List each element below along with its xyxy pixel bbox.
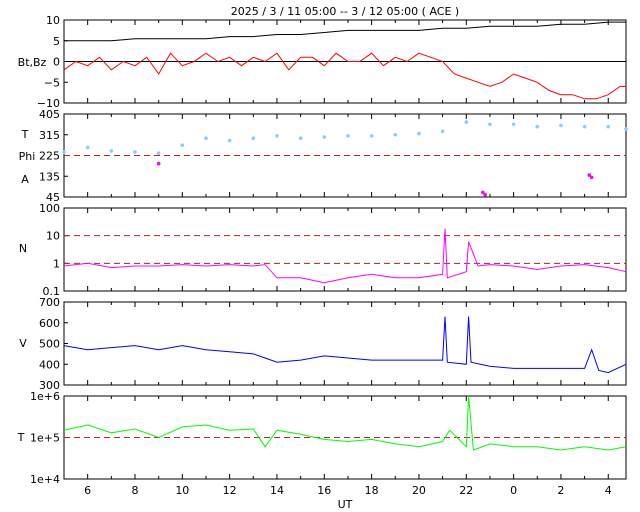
x-tick-label: 18 [365,484,379,497]
x-tick-label: 0 [510,484,517,497]
data-point [133,150,137,154]
y-tick-label: 600 [39,317,60,330]
x-tick-label: 6 [84,484,91,497]
data-point [417,131,421,136]
data-point [109,149,114,153]
data-point [322,135,327,139]
data-point [275,134,279,138]
x-tick-label: 12 [223,484,237,497]
data-point [227,138,232,143]
y-tick-label: 45 [46,191,60,204]
y-tick-label: 10 [46,14,60,27]
chart-title: 2025 / 3 / 11 05:00 -- 3 / 12 05:00 ( AC… [231,5,459,18]
data-point [483,192,488,197]
y-tick-label: 400 [39,358,60,371]
x-tick-label: 22 [459,484,473,497]
data-point [488,122,492,127]
panel-density-frame [63,207,627,292]
data-point [180,143,185,147]
y-tick-label: 135 [39,170,60,183]
series-line [63,228,627,284]
data-point [156,161,161,166]
y-tick-label: 405 [39,108,60,121]
series-line [63,52,626,100]
y-tick-label: 0 [53,56,60,69]
data-point [464,120,469,124]
x-tick-label: 20 [412,484,426,497]
data-point [587,173,592,177]
y-tick-label: 1e+4 [30,473,60,486]
data-point [393,132,398,137]
data-point [624,127,628,131]
data-point [85,145,90,150]
data-point [298,136,303,141]
data-point [346,134,350,138]
x-tick-label: 16 [317,484,331,497]
a-ylabel: A [21,173,29,186]
y-tick-label: 5 [53,35,60,48]
y-tick-label: 1e+6 [30,390,60,403]
mag-ylabel: Bt,Bz [18,56,47,69]
data-point [251,136,256,141]
y-tick-label: 225 [39,150,60,163]
x-axis-label: UT [338,498,353,511]
data-point [204,136,208,141]
y-tick-label: 300 [39,379,60,392]
y-tick-label: 0.1 [43,285,61,298]
data-point [559,123,563,128]
series-line [64,21,626,42]
data-point [369,134,374,138]
data-point [156,151,161,155]
speed-ylabel: V [19,337,27,350]
y-tick-label: −5 [44,76,60,89]
series-line [63,395,627,451]
ion-temp-ylabel: T [17,431,25,444]
data-point [481,190,485,195]
panel-speed-frame [63,301,627,386]
x-tick-label: 4 [605,484,612,497]
x-tick-label: 8 [131,484,138,497]
y-tick-label: 500 [39,338,60,351]
data-point [582,124,587,129]
y-tick-label: −10 [37,97,60,110]
y-tick-label: 10 [46,230,60,243]
data-point [62,150,66,154]
x-tick-label: 14 [270,484,284,497]
temp-ylabel: T [21,128,29,141]
data-point [440,129,445,134]
phi-ylabel: Phi [19,150,36,163]
data-point [511,122,516,127]
series-line [63,316,627,374]
x-tick-label: 10 [175,484,189,497]
y-tick-label: 1 [53,257,60,270]
y-tick-label: 315 [39,129,60,142]
y-tick-label: 1e+5 [30,432,60,445]
density-ylabel: N [19,242,27,255]
y-tick-label: 700 [39,296,60,309]
data-point [589,175,594,180]
y-tick-label: 100 [39,202,60,215]
data-point [535,124,540,129]
data-point [606,124,611,129]
x-tick-label: 2 [557,484,564,497]
